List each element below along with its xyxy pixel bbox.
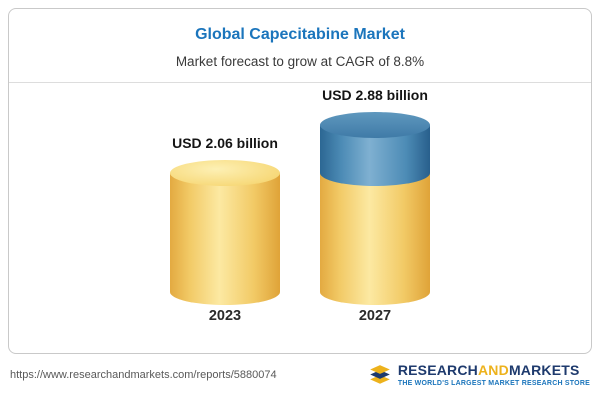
research-and-markets-logo[interactable]: RESEARCHANDMARKETS THE WORLD'S LARGEST M… <box>368 363 590 387</box>
logo-wordmark: RESEARCHANDMARKETS <box>398 363 580 377</box>
cylinder-bottom-2023 <box>170 279 280 305</box>
report-url[interactable]: https://www.researchandmarkets.com/repor… <box>10 368 277 381</box>
chart-card: Global Capecitabine Market Market foreca… <box>8 8 592 354</box>
logo-word-and: AND <box>478 361 509 378</box>
bar-group-2027: USD 2.88 billion 2027 <box>310 87 440 324</box>
footer: https://www.researchandmarkets.com/repor… <box>0 355 600 400</box>
logo-text: RESEARCHANDMARKETS THE WORLD'S LARGEST M… <box>398 363 590 387</box>
cylinder-2027 <box>320 112 430 305</box>
value-label-2023: USD 2.06 billion <box>172 135 278 151</box>
category-label-2027: 2027 <box>358 308 392 324</box>
segment-junction-2027 <box>320 160 430 186</box>
bar-2027-base-segment <box>320 173 430 305</box>
logo-tagline: THE WORLD'S LARGEST MARKET RESEARCH STOR… <box>397 379 590 387</box>
chart-header: Global Capecitabine Market Market foreca… <box>9 9 591 83</box>
bar-2023-segment <box>170 160 280 305</box>
cylinder-bottom-2027 <box>320 279 430 305</box>
logo-icon <box>368 363 392 387</box>
bar-2027-growth-segment <box>320 112 430 186</box>
chart-subtitle: Market forecast to grow at CAGR of 8.8% <box>175 54 425 69</box>
value-label-2027: USD 2.88 billion <box>322 87 428 103</box>
category-label-2023: 2023 <box>208 308 242 324</box>
cylinder-top-2027 <box>320 112 430 138</box>
bar-group-2023: USD 2.06 billion 2023 <box>160 135 290 324</box>
chart-area: USD 2.06 billion 2023 USD 2.88 billion <box>9 87 591 324</box>
logo-word-research: RESEARCH <box>397 361 478 378</box>
cylinder-2023 <box>170 160 280 305</box>
logo-word-markets: MARKETS <box>508 361 580 378</box>
chart-title: Global Capecitabine Market <box>195 26 405 43</box>
cylinder-top-2023 <box>170 160 280 186</box>
